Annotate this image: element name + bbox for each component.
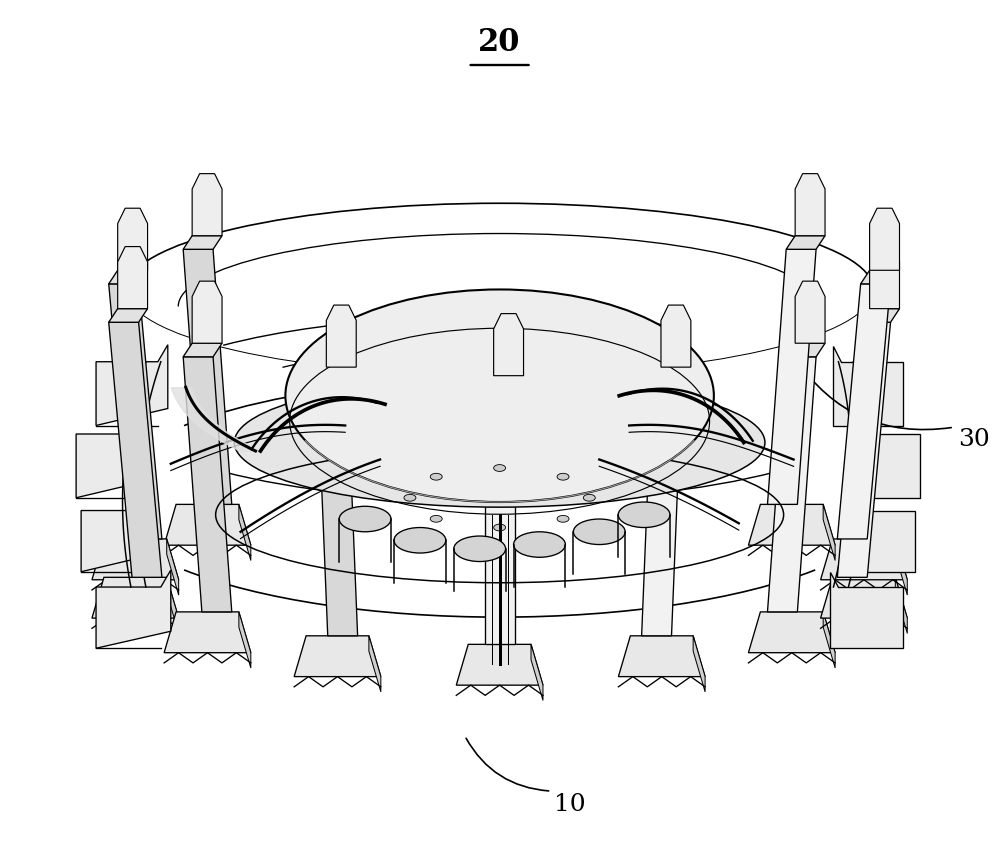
Ellipse shape: [557, 474, 569, 481]
Polygon shape: [317, 368, 356, 382]
Polygon shape: [870, 247, 900, 309]
Polygon shape: [861, 271, 900, 285]
Ellipse shape: [339, 507, 391, 532]
Polygon shape: [833, 347, 903, 426]
Polygon shape: [642, 382, 682, 636]
Polygon shape: [895, 539, 907, 596]
Polygon shape: [748, 504, 835, 545]
Ellipse shape: [573, 520, 625, 545]
Polygon shape: [294, 636, 381, 676]
Polygon shape: [837, 323, 891, 578]
Text: 10: 10: [554, 792, 586, 815]
Polygon shape: [96, 570, 171, 648]
Polygon shape: [164, 613, 251, 653]
Polygon shape: [786, 237, 825, 250]
Polygon shape: [167, 578, 179, 634]
Polygon shape: [821, 539, 907, 580]
Polygon shape: [895, 578, 907, 634]
Polygon shape: [870, 209, 900, 271]
Text: 20: 20: [478, 27, 521, 58]
Ellipse shape: [494, 465, 506, 472]
Polygon shape: [192, 282, 222, 344]
Polygon shape: [109, 309, 148, 323]
Polygon shape: [795, 175, 825, 237]
Polygon shape: [693, 636, 705, 692]
Polygon shape: [118, 209, 148, 271]
Polygon shape: [183, 237, 222, 250]
Ellipse shape: [514, 532, 565, 557]
Polygon shape: [786, 344, 825, 357]
Polygon shape: [76, 417, 148, 498]
Polygon shape: [618, 636, 705, 676]
Ellipse shape: [430, 474, 442, 481]
Polygon shape: [109, 285, 162, 539]
Polygon shape: [861, 309, 900, 323]
Polygon shape: [164, 504, 251, 545]
Polygon shape: [661, 306, 691, 368]
Polygon shape: [183, 250, 232, 504]
Ellipse shape: [494, 525, 506, 532]
Polygon shape: [456, 645, 543, 685]
Ellipse shape: [285, 291, 714, 503]
Polygon shape: [239, 504, 251, 561]
Ellipse shape: [583, 495, 595, 502]
Polygon shape: [748, 613, 835, 653]
Polygon shape: [81, 494, 153, 572]
Ellipse shape: [557, 515, 569, 522]
Polygon shape: [767, 357, 816, 613]
Polygon shape: [183, 357, 232, 613]
Polygon shape: [850, 419, 920, 498]
Polygon shape: [92, 578, 179, 619]
Polygon shape: [239, 613, 251, 668]
Ellipse shape: [454, 537, 506, 561]
Polygon shape: [823, 613, 835, 668]
Text: 30: 30: [958, 427, 990, 450]
Polygon shape: [494, 314, 524, 377]
Polygon shape: [795, 282, 825, 344]
Ellipse shape: [404, 495, 416, 502]
Polygon shape: [485, 390, 515, 645]
Ellipse shape: [234, 378, 765, 508]
Ellipse shape: [394, 528, 446, 554]
Polygon shape: [317, 382, 358, 636]
Polygon shape: [821, 578, 907, 619]
Polygon shape: [369, 636, 381, 692]
Polygon shape: [531, 645, 543, 700]
Ellipse shape: [618, 503, 670, 528]
Polygon shape: [767, 250, 816, 504]
Polygon shape: [92, 539, 179, 580]
Polygon shape: [837, 285, 891, 539]
Polygon shape: [652, 368, 691, 382]
Polygon shape: [183, 344, 222, 357]
Polygon shape: [485, 377, 524, 390]
Polygon shape: [326, 306, 356, 368]
Polygon shape: [167, 539, 179, 596]
Polygon shape: [109, 323, 162, 578]
Polygon shape: [830, 572, 903, 648]
Polygon shape: [109, 271, 148, 285]
Polygon shape: [96, 345, 168, 426]
Polygon shape: [845, 496, 915, 572]
Ellipse shape: [430, 515, 442, 522]
Polygon shape: [823, 504, 835, 561]
Polygon shape: [118, 247, 148, 309]
Polygon shape: [192, 175, 222, 237]
